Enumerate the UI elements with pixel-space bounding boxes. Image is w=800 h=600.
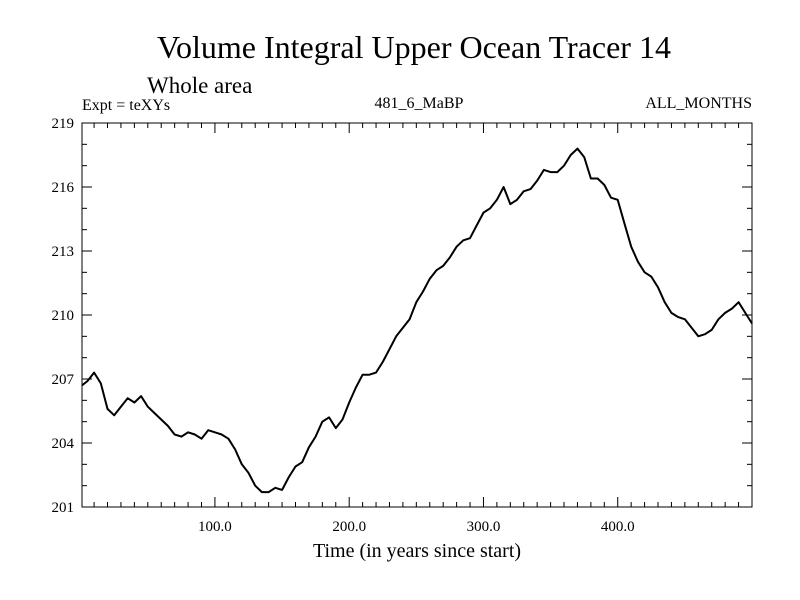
y-tick-label: 204	[52, 436, 75, 452]
chart-subtitle: Whole area	[147, 73, 252, 98]
y-tick-label: 207	[52, 372, 75, 388]
expt-label: Expt = teXYs	[82, 97, 170, 114]
run-label: 481_6_MaBP	[375, 95, 464, 112]
y-tick-label: 219	[52, 116, 75, 132]
x-tick-label: 100.0	[198, 519, 232, 535]
months-label: ALL_MONTHS	[645, 95, 752, 112]
x-tick-label: 200.0	[332, 519, 366, 535]
x-tick-label: 300.0	[467, 519, 501, 535]
y-tick-label: 201	[52, 500, 75, 516]
series-line	[81, 147, 753, 494]
y-tick-label: 210	[52, 308, 75, 324]
y-tick-label: 213	[52, 244, 75, 260]
tick-labels: 100.0 200.0 300.0 400.0 201 204 207 210 213 216 21…	[52, 116, 635, 535]
axis-ticks	[82, 123, 752, 507]
x-axis-label: Time (in years since start)	[313, 540, 521, 562]
chart-title: Volume Integral Upper Ocean Tracer 14	[157, 29, 671, 65]
x-tick-label: 400.0	[601, 519, 635, 535]
plot-frame	[81, 122, 753, 508]
y-tick-label: 216	[52, 180, 75, 196]
